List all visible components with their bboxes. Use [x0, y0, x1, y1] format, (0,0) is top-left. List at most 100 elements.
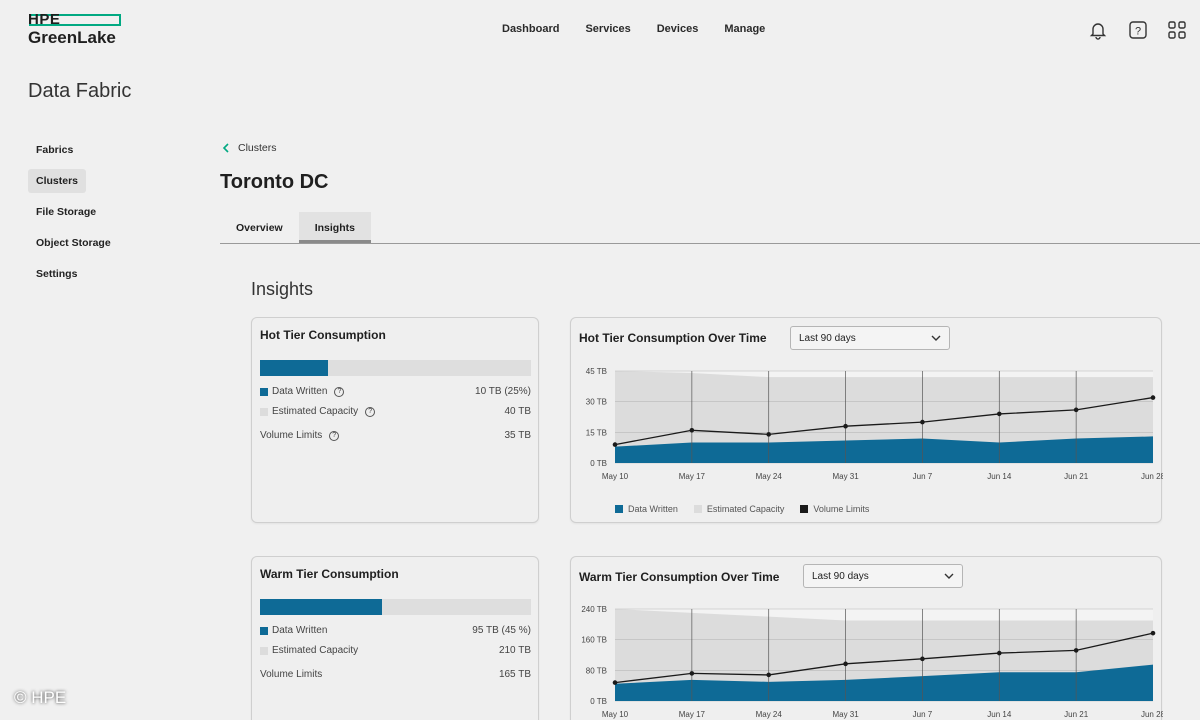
- x-tick-label: May 10: [602, 710, 629, 719]
- hot-tier-chart: 0 TB 15 TB 30 TB 45 TB May 10 May 17 May 24 May…: [586, 367, 1163, 481]
- x-tick-label: Jun 21: [1064, 710, 1089, 719]
- legend-item: Data Written: [615, 504, 678, 514]
- legend-label: Data Written: [628, 504, 678, 514]
- y-tick-label: 160 TB: [581, 636, 607, 645]
- app-title: Data Fabric: [28, 80, 132, 102]
- tab-insights[interactable]: Insights: [298, 212, 371, 243]
- sidebar-item-settings[interactable]: Settings: [36, 268, 78, 280]
- volume-limits-line: [614, 632, 1154, 684]
- tab-overview[interactable]: Overview: [236, 222, 283, 234]
- volume-limits-point: [920, 419, 925, 425]
- legend-label: Estimated Capacity: [706, 504, 785, 514]
- volume-limits-point: [612, 442, 618, 447]
- row-label: Volume Limits: [260, 430, 323, 441]
- chevron-down-icon: [931, 335, 941, 341]
- nav-dashboard[interactable]: Dashboard: [502, 23, 560, 35]
- logo-bar: [29, 14, 121, 26]
- warm-tier-chart-card: Warm Tier Consumption Over Time Last 90 …: [570, 556, 1163, 720]
- row-label: Estimated Capacity: [272, 645, 359, 656]
- breadcrumb-label: Clusters: [238, 142, 277, 154]
- volume-limits-point: [612, 680, 618, 685]
- help-circle-icon[interactable]: ?: [329, 430, 340, 441]
- sidebar-item-fabrics[interactable]: Fabrics: [36, 144, 74, 156]
- sidebar-item-object-storage[interactable]: Object Storage: [36, 237, 111, 249]
- capacity-bar: [260, 599, 531, 615]
- brand-logo-hpe[interactable]: HPE: [28, 11, 61, 28]
- y-tick-label: 240 TB: [581, 605, 607, 614]
- card-title: Warm Tier Consumption: [260, 567, 399, 581]
- chevron-left-icon: [222, 143, 229, 153]
- x-tick-label: May 24: [756, 472, 783, 481]
- chevron-down-icon: [944, 573, 954, 579]
- x-tick-label: Jun 21: [1064, 472, 1089, 481]
- breadcrumb[interactable]: Clusters: [222, 142, 277, 154]
- y-tick-label: 80 TB: [586, 666, 607, 675]
- volume-limits-point: [843, 661, 848, 667]
- estimated-capacity-area: [615, 371, 1153, 463]
- y-tick-label: 0 TB: [590, 697, 607, 706]
- sidebar-item-file-storage[interactable]: File Storage: [36, 206, 97, 218]
- x-tick-label: May 31: [832, 710, 859, 719]
- legend-swatch: [693, 505, 702, 513]
- x-tick-label: Jun 7: [913, 710, 933, 719]
- bell-icon[interactable]: [1088, 20, 1108, 40]
- volume-limits-point: [920, 656, 925, 662]
- volume-limits-point: [689, 427, 695, 433]
- section-title: Insights: [251, 279, 314, 299]
- tab-bar: Overview Insights: [220, 212, 1200, 244]
- legend-row-data-written: Data Written 95 TB (45 %): [260, 625, 531, 636]
- help-icon[interactable]: ?: [1128, 20, 1148, 40]
- time-range-select[interactable]: Last 90 days: [803, 564, 963, 588]
- capacity-bar-fill: [260, 599, 382, 615]
- volume-limits-point: [766, 432, 772, 437]
- brand-logo-greenlake[interactable]: GreenLake: [28, 28, 116, 47]
- nav-devices[interactable]: Devices: [656, 23, 699, 35]
- x-tick-label: May 24: [756, 710, 783, 719]
- x-tick-label: May 31: [832, 472, 859, 481]
- data-written-swatch: [260, 626, 268, 635]
- x-tick-label: Jun 14: [987, 472, 1012, 481]
- x-tick-label: Jun 28: [1141, 710, 1163, 719]
- y-tick-label: 15 TB: [586, 428, 607, 437]
- legend-row-volume-limits: Volume Limits? 35 TB: [260, 430, 531, 441]
- volume-limits-point: [843, 423, 848, 429]
- time-range-select[interactable]: Last 90 days: [790, 326, 950, 350]
- volume-limits-point: [1150, 630, 1156, 636]
- row-value: 95 TB (45 %): [472, 625, 531, 636]
- row-label: Estimated Capacity: [272, 406, 359, 417]
- legend-swatch: [800, 505, 809, 513]
- card-title: Hot Tier Consumption: [260, 328, 386, 342]
- x-tick-label: May 17: [679, 710, 706, 719]
- x-tick-label: May 17: [679, 472, 706, 481]
- row-value: 165 TB: [498, 669, 531, 680]
- svg-text:?: ?: [1135, 26, 1141, 38]
- legend-item: Volume Limits: [800, 504, 869, 514]
- estimated-capacity-swatch: [260, 646, 268, 655]
- sidebar-item-clusters[interactable]: Clusters: [28, 169, 87, 193]
- row-label: Volume Limits: [260, 669, 323, 680]
- hot-tier-card: Hot Tier Consumption Data Written? 10 TB…: [251, 317, 539, 523]
- volume-limits-point: [689, 671, 695, 676]
- row-label: Data Written: [272, 386, 328, 397]
- hot-tier-chart-card: Hot Tier Consumption Over Time Last 90 d…: [570, 317, 1163, 523]
- legend-row-estimated-capacity: Estimated Capacity 210 TB: [260, 645, 531, 656]
- apps-grid-icon[interactable]: [1167, 20, 1187, 40]
- row-value: 10 TB (25%): [475, 386, 531, 397]
- y-tick-label: 30 TB: [586, 398, 607, 407]
- nav-services[interactable]: Services: [585, 23, 631, 35]
- chart-title: Hot Tier Consumption Over Time: [579, 331, 767, 345]
- chart-legend: Data Written Estimated Capacity Volume L…: [615, 504, 869, 514]
- help-circle-icon[interactable]: ?: [334, 386, 345, 397]
- capacity-bar-fill: [260, 360, 328, 376]
- time-range-value: Last 90 days: [812, 570, 869, 582]
- nav-manage[interactable]: Manage: [724, 23, 766, 35]
- data-written-area: [615, 664, 1153, 701]
- legend-swatch: [615, 505, 623, 513]
- volume-limits-point: [1150, 395, 1156, 400]
- x-tick-label: May 10: [602, 472, 629, 481]
- help-circle-icon[interactable]: ?: [365, 406, 376, 417]
- row-value: 40 TB: [504, 406, 532, 417]
- volume-limits-point: [996, 650, 1002, 656]
- sidebar: Fabrics Clusters File Storage Object Sto…: [28, 138, 188, 293]
- time-range-value: Last 90 days: [799, 332, 856, 344]
